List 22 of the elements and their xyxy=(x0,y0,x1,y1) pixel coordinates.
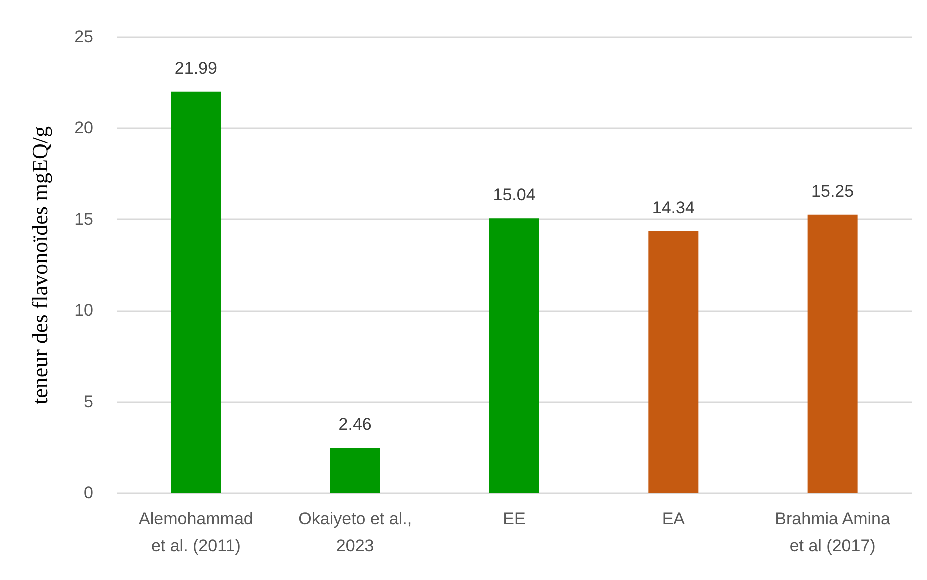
data-label: 15.04 xyxy=(493,186,536,205)
bar xyxy=(648,231,699,493)
x-tick-label: EE xyxy=(503,510,526,528)
x-tick-label: Brahmia Amina et al (2017) xyxy=(775,510,891,556)
data-label: 15.25 xyxy=(812,182,854,201)
y-axis-title: teneur des flavonoïdes mgEQ/g xyxy=(28,126,53,404)
data-label: 2.46 xyxy=(338,415,372,434)
bar xyxy=(171,92,222,493)
data-label: 14.34 xyxy=(652,198,695,218)
y-tick-label: 10 xyxy=(74,301,94,320)
x-tick-label: Okaiyeto et al., 2023 xyxy=(298,510,412,556)
bar xyxy=(330,448,380,493)
bar xyxy=(490,218,540,493)
data-label: 21.99 xyxy=(174,58,218,78)
y-tick-label: 5 xyxy=(84,392,94,412)
x-tick-label: Alemohammad et al. (2011) xyxy=(139,510,254,556)
bar xyxy=(808,214,858,493)
y-tick-label: 0 xyxy=(84,484,94,502)
x-tick-label: EA xyxy=(662,510,686,528)
y-tick-label: 15 xyxy=(74,210,94,229)
y-tick-label: 20 xyxy=(74,118,94,138)
y-tick-label: 25 xyxy=(74,28,94,46)
